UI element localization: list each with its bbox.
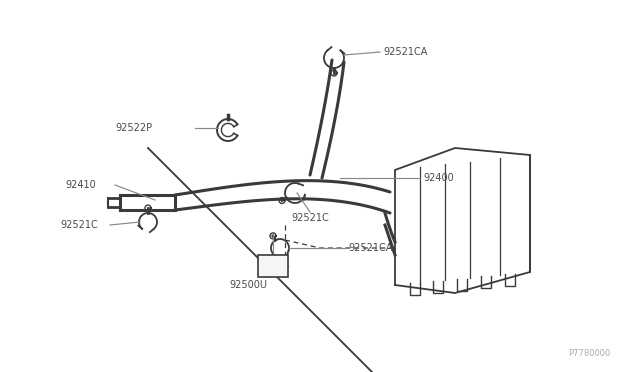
Text: 92500U: 92500U	[229, 280, 267, 290]
Text: 92521CA: 92521CA	[383, 47, 428, 57]
FancyBboxPatch shape	[258, 255, 288, 277]
Text: 92521C: 92521C	[60, 220, 98, 230]
Text: 92521CA: 92521CA	[348, 243, 392, 253]
Text: 92410: 92410	[65, 180, 96, 190]
Text: 92400: 92400	[423, 173, 454, 183]
Text: 92522P: 92522P	[115, 123, 152, 133]
Text: 92521C: 92521C	[291, 213, 329, 223]
Text: P7780000: P7780000	[568, 349, 610, 358]
